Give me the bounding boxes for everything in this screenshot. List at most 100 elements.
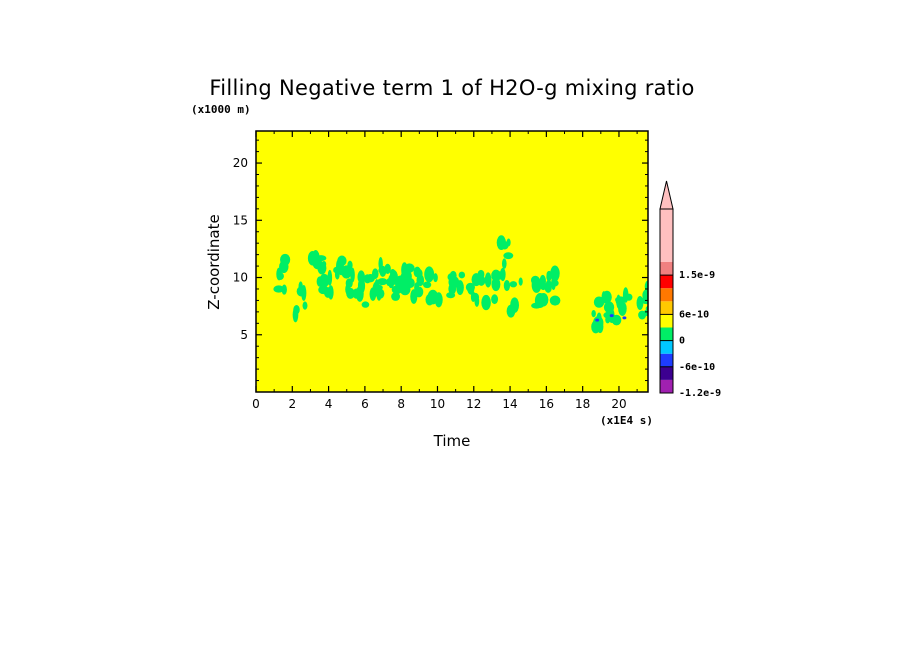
feature-blob — [347, 260, 353, 270]
x-axis-units: (x1E4 s) — [600, 414, 653, 427]
feature-blob — [357, 270, 365, 284]
feature-blob — [503, 280, 511, 292]
colorbar-cell — [660, 314, 673, 328]
feature-blob — [315, 255, 327, 262]
colorbar-cell — [660, 262, 673, 276]
feature-blob — [448, 283, 457, 295]
feature-blob — [506, 238, 511, 247]
feature-blob — [433, 273, 438, 283]
feature-blob — [389, 272, 395, 289]
negative-feature — [317, 260, 334, 300]
feature-blob — [501, 258, 507, 269]
negative-feature — [422, 266, 443, 308]
feature-blob — [350, 267, 355, 283]
feature-blob — [318, 285, 329, 295]
feature-blob — [618, 301, 627, 316]
feature-blob — [372, 284, 383, 291]
negative-feature — [530, 274, 549, 309]
colorbar-cell — [660, 275, 673, 289]
y-tick-label: 5 — [240, 328, 248, 342]
feature-blob — [361, 301, 370, 308]
feature-blob — [424, 266, 435, 283]
feature-blob — [321, 260, 327, 268]
colorbar-cell — [660, 301, 673, 315]
colorbar: -1.2e-9 -6e-10 0 6e-10 1.5e-9 — [659, 180, 721, 399]
colorbar-label: 6e-10 — [679, 309, 709, 320]
feature-blob — [518, 277, 523, 286]
colorbar-cell — [660, 327, 673, 341]
feature-blob — [546, 270, 552, 278]
feature-blob — [366, 274, 375, 283]
y-tick-label: 10 — [233, 271, 248, 285]
colorbar-frame — [659, 208, 674, 394]
feature-blob — [591, 320, 601, 334]
feature-blob — [499, 267, 506, 282]
y-tick-label: 20 — [233, 156, 248, 170]
feature-blob — [539, 274, 546, 288]
feature-blob — [414, 286, 424, 298]
colorbar-extend-arrow — [659, 180, 674, 210]
negative-feature — [636, 280, 648, 320]
feature-blob — [273, 285, 285, 293]
negative-feature — [399, 262, 418, 304]
feature-blob — [406, 278, 415, 288]
feature-blob — [413, 266, 421, 278]
y-tick-label: 15 — [233, 213, 248, 227]
feature-blob — [644, 280, 648, 293]
feature-blob — [281, 284, 287, 295]
x-axis-label: Time — [433, 432, 471, 450]
feature-blob — [545, 280, 552, 289]
x-tick-label: 0 — [252, 397, 260, 411]
feature-core — [609, 314, 614, 318]
x-tick-label: 4 — [325, 397, 333, 411]
x-tick-label: 12 — [466, 397, 481, 411]
x-tick-label: 18 — [575, 397, 590, 411]
feature-blob — [279, 260, 289, 274]
feature-blob — [378, 257, 383, 271]
feature-blob — [474, 295, 480, 307]
feature-blob — [496, 235, 506, 250]
colorbar-cell — [660, 379, 673, 393]
feature-blob — [319, 273, 330, 288]
negative-feature — [503, 277, 523, 318]
feature-blob — [538, 293, 549, 307]
feature-blob — [503, 252, 514, 260]
feature-blob — [355, 285, 364, 302]
feature-blob — [449, 270, 457, 281]
feature-blob — [292, 307, 299, 323]
x-tick-label: 6 — [361, 397, 369, 411]
colorbar-cell — [660, 288, 673, 302]
negative-feature — [615, 287, 633, 320]
feature-blob — [636, 296, 644, 311]
feature-blob — [422, 281, 432, 289]
feature-layer — [273, 235, 648, 334]
feature-blob — [434, 292, 443, 308]
feature-blob — [615, 296, 626, 304]
feature-blob — [404, 263, 415, 273]
feature-blob — [276, 272, 284, 281]
feature-blob — [345, 278, 353, 289]
x-tick-label: 8 — [397, 397, 405, 411]
colorbar-cell — [660, 209, 673, 262]
feature-blob — [327, 269, 333, 286]
feature-blob — [477, 269, 485, 279]
feature-blob — [328, 285, 334, 300]
feature-blob — [391, 292, 401, 301]
y-axis-units: (x1000 m) — [191, 103, 251, 116]
colorbar-label: 1.5e-9 — [679, 270, 715, 281]
feature-blob — [298, 281, 303, 292]
feature-blob — [531, 277, 542, 293]
colorbar-cell — [660, 353, 673, 367]
feature-blob — [600, 295, 609, 304]
feature-blob — [625, 293, 633, 301]
feature-blob — [591, 309, 596, 318]
feature-blob — [491, 294, 499, 305]
feature-blob — [491, 277, 501, 292]
negative-feature — [345, 260, 366, 302]
colorbar-label: -1.2e-9 — [679, 388, 721, 399]
feature-blob — [391, 285, 403, 295]
feature-blob — [603, 301, 615, 313]
colorbar-cell — [660, 340, 673, 354]
feature-core — [595, 318, 600, 322]
